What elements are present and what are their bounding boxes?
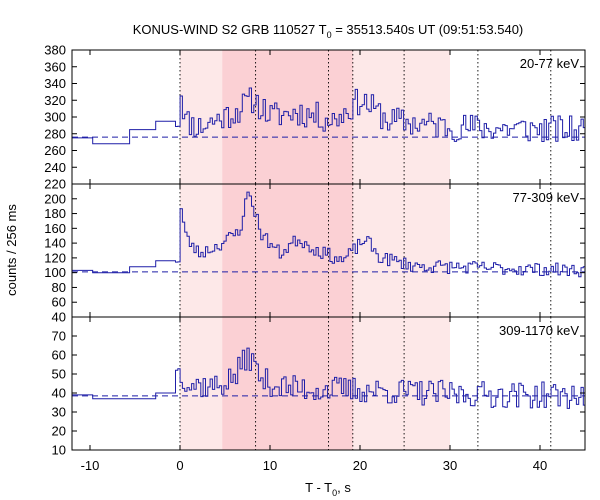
panel-frame [71,316,586,451]
y-tick-label: 240 [44,160,66,175]
y-tick-label: 60 [52,295,66,310]
x-tick-label: 10 [263,458,277,473]
y-tick-label: 360 [44,59,66,74]
y-tick-label: 280 [44,126,66,141]
count-rate-curve [72,191,585,278]
x-axis-label: T - T0, s [305,480,351,498]
y-tick-label: 380 [44,43,66,58]
y-tick-label: 40 [52,310,66,325]
y-axis-label: counts / 256 ms [4,204,19,296]
energy-band-label: 77-309 keV [513,190,580,205]
count-rate-curve [72,87,585,145]
y-tick-label: 200 [44,191,66,206]
panel-3: 10 20 30 40 50 60 70 309-1170 keV [52,316,586,458]
y-tick-label: 50 [52,367,66,382]
y-tick-label: 100 [44,265,66,280]
y-tick-label: 300 [44,110,66,125]
y-tick-label: 160 [44,221,66,236]
x-tick-label: 40 [533,458,547,473]
chart-title: KONUS-WIND S2 GRB 110527 T0 = 35513.540s… [133,22,524,40]
y-tick-label: 60 [52,348,66,363]
y-tick-label: 70 [52,329,66,344]
shade-peak-interval [222,50,353,184]
shade-peak-interval [222,317,353,450]
y-tick-label: 120 [44,250,66,265]
y-tick-label: 20 [52,424,66,439]
y-tick-label: 180 [44,206,66,221]
x-tick-label: 30 [443,458,457,473]
y-tick-label: 40 [52,386,66,401]
x-tick-label: 0 [176,458,183,473]
x-tick-label: -10 [81,458,100,473]
y-tick-label: 10 [52,443,66,458]
y-tick-label: 340 [44,76,66,91]
y-tick-label: 30 [52,405,66,420]
x-axis: -10 0 10 20 30 40 [81,458,548,473]
y-tick-label: 140 [44,236,66,251]
shade-peak-interval [222,184,353,317]
x-tick-label: 20 [353,458,367,473]
y-tick-label: 320 [44,93,66,108]
y-tick-label: 80 [52,280,66,295]
energy-band-label: 20-77 keV [520,56,580,71]
y-tick-label: 220 [44,177,66,192]
y-tick-label: 260 [44,143,66,158]
energy-band-label: 309-1170 keV [499,323,579,338]
count-rate-curve [72,347,585,409]
